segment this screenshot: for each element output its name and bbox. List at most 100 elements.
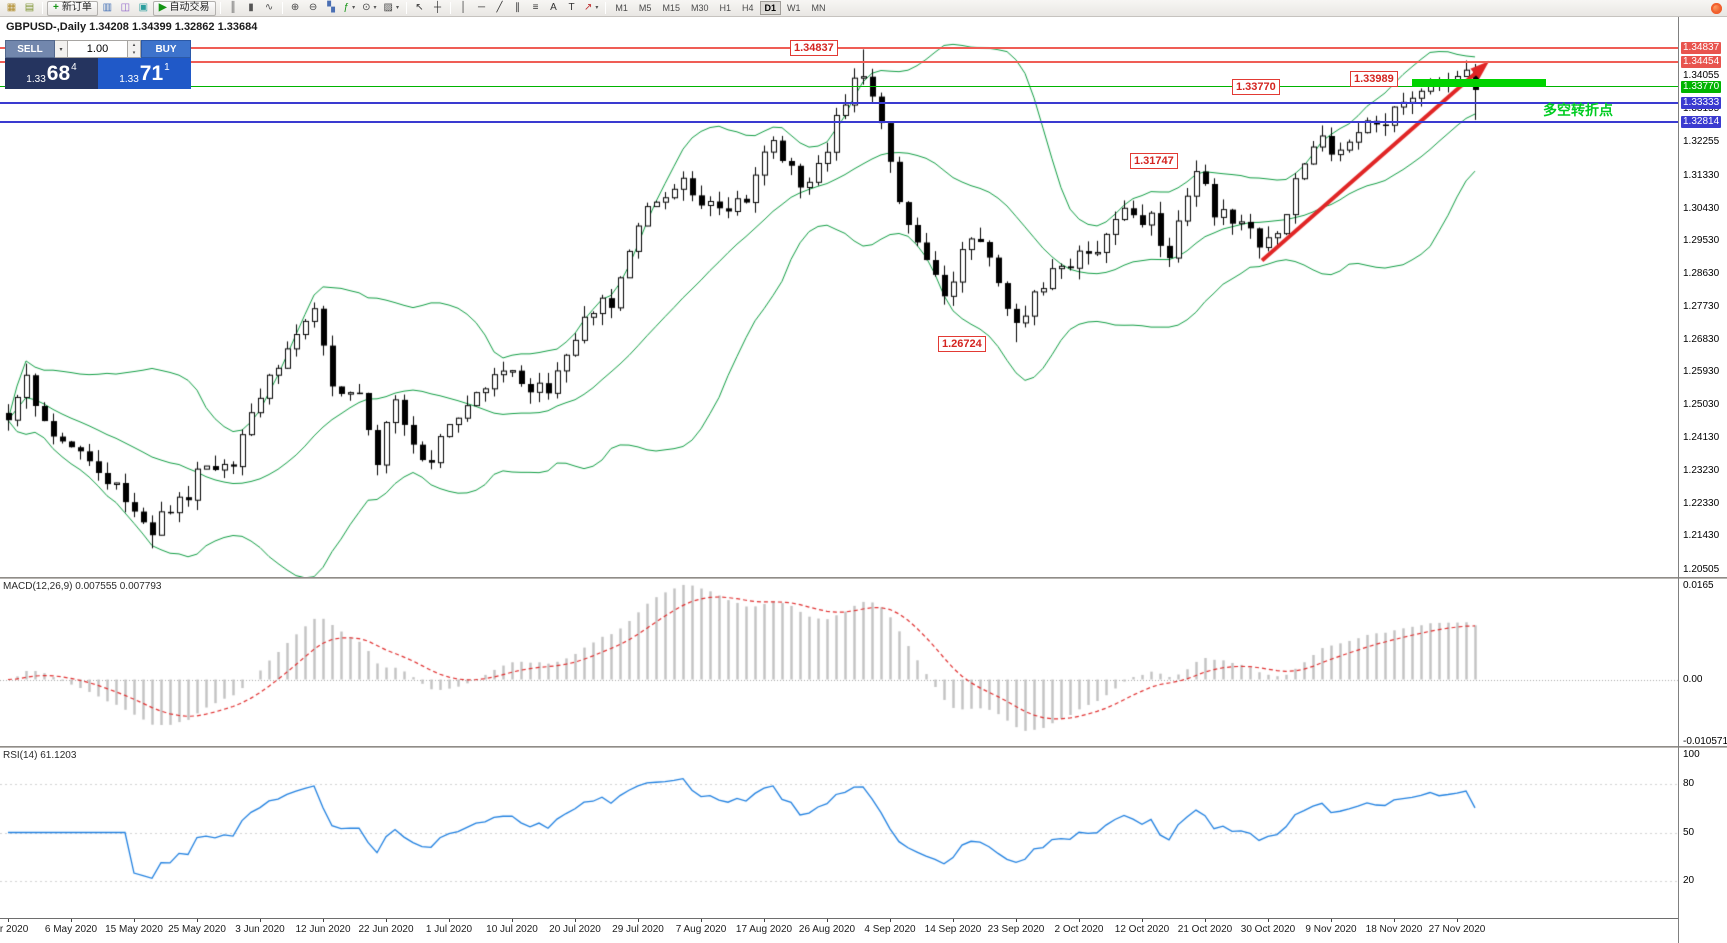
volume-increase-icon[interactable]: ▴ [132, 41, 136, 48]
support-zone-band[interactable] [1412, 78, 1546, 87]
macd-panel-splitter[interactable] [0, 577, 1727, 579]
tile-windows-button[interactable]: ▚ [323, 1, 340, 16]
fibonacci-button[interactable]: ≡ [527, 1, 544, 16]
time-axis-tick [1331, 919, 1332, 922]
text-button[interactable]: A [545, 1, 562, 16]
trendline-button[interactable]: ╱ [491, 1, 508, 16]
vertical-line-button[interactable]: │ [455, 1, 472, 16]
time-axis-tick [1079, 919, 1080, 922]
periods-button[interactable]: ⊙ ▾ [359, 1, 379, 16]
time-axis-label: 7 Aug 2020 [675, 924, 727, 935]
timeframe-w1-button[interactable]: W1 [782, 1, 806, 15]
buy-button[interactable]: BUY [141, 40, 191, 58]
timeframe-m1-button[interactable]: M1 [610, 1, 633, 15]
time-axis-tick [701, 919, 702, 922]
templates-icon: ▨ [383, 2, 393, 13]
rsi-panel-canvas[interactable] [0, 748, 1678, 918]
toolbar-separator [281, 2, 283, 14]
zoom-in-icon: ⊕ [290, 2, 300, 13]
indicators-button[interactable]: ƒ ▾ [341, 1, 359, 16]
new-chart-button[interactable]: ▦ [3, 1, 20, 16]
chart-candles-icon: ▮ [248, 2, 254, 13]
price-tick-label: 1.31330 [1683, 170, 1720, 181]
crosshair-button[interactable]: ┼ [429, 1, 446, 16]
time-axis-tick [890, 919, 891, 922]
zoom-in-button[interactable]: ⊕ [287, 1, 304, 16]
templates-button[interactable]: ▨ ▾ [381, 1, 402, 16]
buy-price-display[interactable]: 1.33 71 1 [98, 58, 191, 89]
blue-support-line-upper[interactable] [0, 101, 1678, 104]
price-callout[interactable]: 1.33770 [1232, 78, 1280, 95]
sell-button[interactable]: SELL [5, 40, 55, 58]
volume-stepper: ▴ ▾ [128, 40, 141, 58]
buy-price-pips: 71 [139, 62, 164, 85]
price-tick-label: 1.21430 [1683, 530, 1720, 541]
data-window-button[interactable]: ◫ [117, 1, 134, 16]
resistance-line-upper[interactable] [0, 46, 1678, 49]
profiles-button[interactable]: ▤ [21, 1, 38, 16]
price-callout[interactable]: 1.34837 [790, 39, 838, 56]
price-line-marker: 1.33770 [1681, 81, 1722, 93]
price-callout[interactable]: 1.26724 [938, 335, 986, 352]
new-order-label: 新订单 [61, 2, 92, 13]
data-window-icon: ◫ [120, 2, 131, 13]
price-scale[interactable]: 1.340551.331551.322551.313301.304301.295… [1680, 0, 1727, 943]
horizontal-line-button[interactable]: ─ [473, 1, 490, 16]
timeframe-m15-button[interactable]: M15 [657, 1, 685, 15]
new-order-button[interactable]: + 新订单 [47, 0, 98, 16]
time-axis-tick [449, 919, 450, 922]
timeframe-m5-button[interactable]: M5 [634, 1, 657, 15]
timeframe-h1-button[interactable]: H1 [714, 1, 736, 15]
timeframe-d1-button[interactable]: D1 [759, 1, 782, 15]
timeframe-m30-button[interactable]: M30 [686, 1, 714, 15]
market-watch-button[interactable]: ▥ [99, 1, 116, 16]
timeframe-mn-button[interactable]: MN [807, 1, 831, 15]
sell-price-figure: 1.33 [26, 74, 46, 85]
rsi-panel-splitter[interactable] [0, 746, 1727, 748]
price-tick-label: 1.27730 [1683, 301, 1720, 312]
time-axis[interactable]: Apr 2020 6 May 2020 15 May 2020 25 May 2020… [0, 919, 1678, 943]
main-chart-canvas[interactable] [0, 17, 1678, 577]
time-axis-label: 12 Oct 2020 [1114, 924, 1170, 935]
volume-dropdown-icon[interactable]: ▾ [55, 40, 68, 58]
sell-price-display[interactable]: 1.33 68 4 [5, 58, 98, 89]
arrows-tool-button[interactable]: ↗ ▾ [581, 1, 601, 16]
chart-line-icon: ∿ [264, 2, 274, 13]
time-axis-label: 4 Sep 2020 [864, 924, 916, 935]
time-axis-label: 2 Oct 2020 [1054, 924, 1104, 935]
cursor-button[interactable]: ↖ [411, 1, 428, 16]
navigator-button[interactable]: ▣ [135, 1, 152, 16]
resistance-line-lower[interactable] [0, 60, 1678, 63]
price-tick-label: -0.010571 [1683, 736, 1727, 747]
timeframe-h4-button[interactable]: H4 [737, 1, 759, 15]
blue-support-line-lower[interactable] [0, 120, 1678, 123]
time-axis-tick [1457, 919, 1458, 922]
macd-panel-canvas[interactable] [0, 579, 1678, 746]
time-axis-tick [953, 919, 954, 922]
indicators-dropdown-icon: ▾ [352, 5, 356, 11]
time-axis-label: 10 Jul 2020 [486, 924, 538, 935]
time-axis-label: 9 Nov 2020 [1305, 924, 1357, 935]
zoom-out-button[interactable]: ⊖ [305, 1, 322, 16]
chart-title: GBPUSD-,Daily 1.34208 1.34399 1.32862 1.… [6, 21, 258, 33]
new-order-icon: + [53, 2, 59, 13]
chart-line-button[interactable]: ∿ [261, 1, 278, 16]
time-axis-label: 29 Jul 2020 [612, 924, 664, 935]
green-level-line[interactable] [0, 86, 1678, 88]
tile-windows-icon: ▚ [327, 2, 335, 13]
price-callout[interactable]: 1.33989 [1350, 70, 1398, 87]
equidistant-channel-button[interactable]: ∥ [509, 1, 526, 16]
price-scale-border [1678, 17, 1679, 943]
chart-candles-button[interactable]: ▮ [243, 1, 260, 16]
volume-input[interactable] [68, 40, 128, 58]
chart-bars-button[interactable]: ║ [225, 1, 242, 16]
annotation-note[interactable]: 多空转折点 [1543, 102, 1613, 118]
price-callout[interactable]: 1.31747 [1130, 152, 1178, 169]
time-axis-tick [1016, 919, 1017, 922]
price-line-marker: 1.32814 [1681, 116, 1722, 128]
text-label-button[interactable]: T [563, 1, 580, 16]
volume-decrease-icon[interactable]: ▾ [132, 49, 136, 56]
autotrading-button[interactable]: ▶ 自动交易 [152, 0, 216, 16]
community-icon[interactable] [1711, 3, 1722, 14]
